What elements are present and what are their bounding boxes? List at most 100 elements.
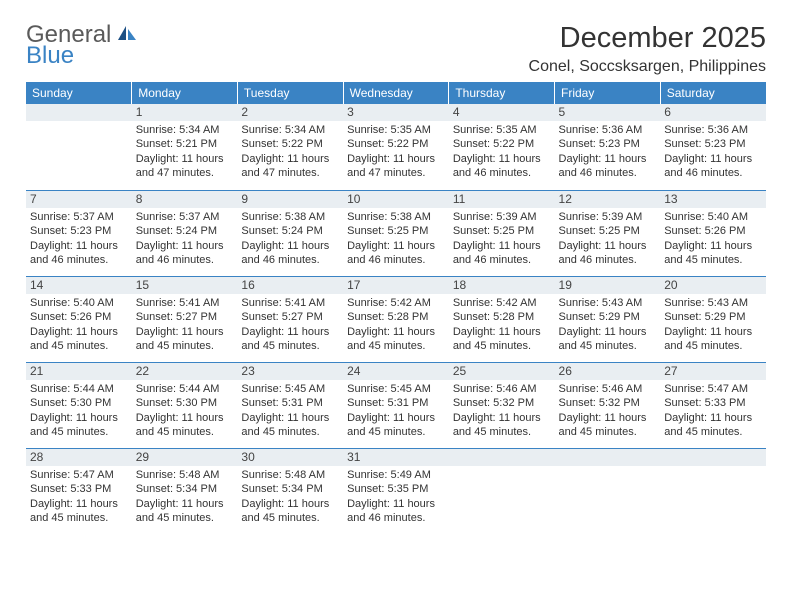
- month-title: December 2025: [529, 22, 766, 55]
- weekday-header: Friday: [555, 82, 661, 104]
- day-number: 23: [237, 362, 343, 380]
- day-info: Sunrise: 5:44 AMSunset: 5:30 PMDaylight:…: [26, 382, 132, 438]
- sunrise-line: Sunrise: 5:47 AM: [664, 382, 762, 396]
- sunrise-line: Sunrise: 5:35 AM: [453, 123, 551, 137]
- sunset-line: Sunset: 5:29 PM: [664, 310, 762, 324]
- day-number: 31: [343, 448, 449, 466]
- calendar-cell: 2Sunrise: 5:34 AMSunset: 5:22 PMDaylight…: [237, 104, 343, 190]
- sunset-line: Sunset: 5:27 PM: [241, 310, 339, 324]
- daylight-line: Daylight: 11 hours and 45 minutes.: [664, 325, 762, 353]
- sunrise-line: Sunrise: 5:38 AM: [241, 210, 339, 224]
- sunrise-line: Sunrise: 5:43 AM: [664, 296, 762, 310]
- sunrise-line: Sunrise: 5:45 AM: [347, 382, 445, 396]
- day-number: 29: [132, 448, 238, 466]
- daylight-line: Daylight: 11 hours and 45 minutes.: [347, 325, 445, 353]
- day-number: 6: [660, 104, 766, 121]
- day-info: Sunrise: 5:34 AMSunset: 5:22 PMDaylight:…: [237, 123, 343, 179]
- daylight-line: Daylight: 11 hours and 45 minutes.: [136, 497, 234, 525]
- day-number: 28: [26, 448, 132, 466]
- empty-day-bar: [26, 104, 132, 121]
- sunrise-line: Sunrise: 5:39 AM: [453, 210, 551, 224]
- sunset-line: Sunset: 5:23 PM: [559, 137, 657, 151]
- calendar-cell: 7Sunrise: 5:37 AMSunset: 5:23 PMDaylight…: [26, 190, 132, 276]
- sunset-line: Sunset: 5:25 PM: [453, 224, 551, 238]
- sunset-line: Sunset: 5:33 PM: [30, 482, 128, 496]
- sunrise-line: Sunrise: 5:34 AM: [241, 123, 339, 137]
- daylight-line: Daylight: 11 hours and 45 minutes.: [241, 325, 339, 353]
- day-number: 13: [660, 190, 766, 208]
- day-info: Sunrise: 5:39 AMSunset: 5:25 PMDaylight:…: [449, 210, 555, 266]
- calendar-cell: 8Sunrise: 5:37 AMSunset: 5:24 PMDaylight…: [132, 190, 238, 276]
- calendar-cell: 21 Sunrise: 5:44 AMSunset: 5:30 PMDayligh…: [26, 362, 132, 448]
- calendar-cell: 19Sunrise: 5:43 AMSunset: 5:29 PMDayligh…: [555, 276, 661, 362]
- sunrise-line: Sunrise: 5:37 AM: [30, 210, 128, 224]
- daylight-line: Daylight: 11 hours and 45 minutes.: [664, 239, 762, 267]
- sunrise-line: Sunrise: 5:48 AM: [241, 468, 339, 482]
- calendar-week-row: 21 Sunrise: 5:44 AMSunset: 5:30 PMDayligh…: [26, 362, 766, 448]
- sunset-line: Sunset: 5:34 PM: [241, 482, 339, 496]
- calendar-cell: [449, 448, 555, 534]
- daylight-line: Daylight: 11 hours and 45 minutes.: [664, 411, 762, 439]
- sunset-line: Sunset: 5:32 PM: [453, 396, 551, 410]
- daylight-line: Daylight: 11 hours and 45 minutes.: [30, 411, 128, 439]
- sunset-line: Sunset: 5:21 PM: [136, 137, 234, 151]
- day-number: 8: [132, 190, 238, 208]
- sunrise-line: Sunrise: 5:40 AM: [664, 210, 762, 224]
- sunset-line: Sunset: 5:31 PM: [347, 396, 445, 410]
- sunset-line: Sunset: 5:25 PM: [347, 224, 445, 238]
- day-number: 12: [555, 190, 661, 208]
- sunrise-line: Sunrise: 5:42 AM: [347, 296, 445, 310]
- daylight-line: Daylight: 11 hours and 46 minutes.: [241, 239, 339, 267]
- day-number: 24: [343, 362, 449, 380]
- empty-day-bar: [555, 448, 661, 466]
- sunrise-line: Sunrise: 5:38 AM: [347, 210, 445, 224]
- title-block: December 2025 Conel, Soccsksargen, Phili…: [529, 22, 766, 76]
- day-number: 4: [449, 104, 555, 121]
- daylight-line: Daylight: 11 hours and 46 minutes.: [453, 152, 551, 180]
- sunset-line: Sunset: 5:28 PM: [347, 310, 445, 324]
- calendar-cell: [555, 448, 661, 534]
- day-info: Sunrise: 5:36 AMSunset: 5:23 PMDaylight:…: [555, 123, 661, 179]
- daylight-line: Daylight: 11 hours and 45 minutes.: [559, 411, 657, 439]
- calendar-cell: [660, 448, 766, 534]
- calendar-cell: 28Sunrise: 5:47 AMSunset: 5:33 PMDayligh…: [26, 448, 132, 534]
- day-info: Sunrise: 5:42 AMSunset: 5:28 PMDaylight:…: [449, 296, 555, 352]
- day-number: 17: [343, 276, 449, 294]
- sunrise-line: Sunrise: 5:48 AM: [136, 468, 234, 482]
- calendar-cell: 10Sunrise: 5:38 AMSunset: 5:25 PMDayligh…: [343, 190, 449, 276]
- day-info: Sunrise: 5:43 AMSunset: 5:29 PMDaylight:…: [660, 296, 766, 352]
- daylight-line: Daylight: 11 hours and 46 minutes.: [347, 239, 445, 267]
- day-info: Sunrise: 5:36 AMSunset: 5:23 PMDaylight:…: [660, 123, 766, 179]
- sunset-line: Sunset: 5:28 PM: [453, 310, 551, 324]
- daylight-line: Daylight: 11 hours and 46 minutes.: [453, 239, 551, 267]
- day-number: 20: [660, 276, 766, 294]
- logo-text: General Blue: [26, 22, 138, 68]
- sunrise-line: Sunrise: 5:42 AM: [453, 296, 551, 310]
- sunrise-line: Sunrise: 5:40 AM: [30, 296, 128, 310]
- day-info: Sunrise: 5:40 AMSunset: 5:26 PMDaylight:…: [26, 296, 132, 352]
- calendar-cell: 4 Sunrise: 5:35 AMSunset: 5:22 PMDaylight…: [449, 104, 555, 190]
- calendar-cell: 5Sunrise: 5:36 AMSunset: 5:23 PMDaylight…: [555, 104, 661, 190]
- day-number: 21: [26, 362, 132, 380]
- sunrise-line: Sunrise: 5:47 AM: [30, 468, 128, 482]
- daylight-line: Daylight: 11 hours and 45 minutes.: [136, 411, 234, 439]
- calendar-cell: 14Sunrise: 5:40 AMSunset: 5:26 PMDayligh…: [26, 276, 132, 362]
- day-number: 27: [660, 362, 766, 380]
- sunset-line: Sunset: 5:22 PM: [453, 137, 551, 151]
- logo: General Blue: [26, 22, 138, 68]
- calendar-cell: 18Sunrise: 5:42 AMSunset: 5:28 PMDayligh…: [449, 276, 555, 362]
- day-info: Sunrise: 5:38 AMSunset: 5:25 PMDaylight:…: [343, 210, 449, 266]
- calendar-cell: 12Sunrise: 5:39 AMSunset: 5:25 PMDayligh…: [555, 190, 661, 276]
- sunset-line: Sunset: 5:33 PM: [664, 396, 762, 410]
- calendar-cell: 1Sunrise: 5:34 AMSunset: 5:21 PMDaylight…: [132, 104, 238, 190]
- sunrise-line: Sunrise: 5:44 AM: [30, 382, 128, 396]
- daylight-line: Daylight: 11 hours and 45 minutes.: [453, 411, 551, 439]
- calendar-cell: 25Sunrise: 5:46 AMSunset: 5:32 PMDayligh…: [449, 362, 555, 448]
- sunset-line: Sunset: 5:22 PM: [347, 137, 445, 151]
- calendar-cell: 15Sunrise: 5:41 AMSunset: 5:27 PMDayligh…: [132, 276, 238, 362]
- sunset-line: Sunset: 5:29 PM: [559, 310, 657, 324]
- day-info: Sunrise: 5:34 AMSunset: 5:21 PMDaylight:…: [132, 123, 238, 179]
- weekday-header: Wednesday: [343, 82, 449, 104]
- day-number: 11: [449, 190, 555, 208]
- logo-sail-icon: [116, 24, 138, 42]
